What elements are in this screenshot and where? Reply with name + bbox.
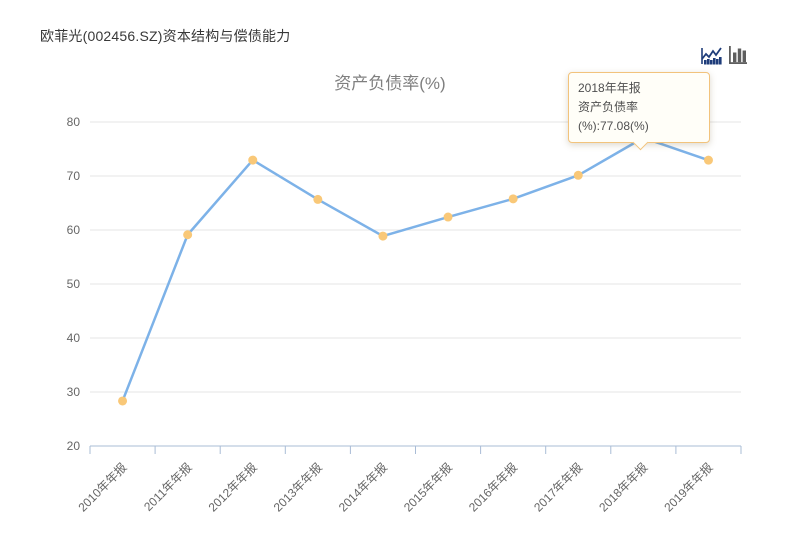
data-point[interactable] bbox=[573, 170, 583, 180]
data-point[interactable] bbox=[443, 212, 453, 222]
data-point[interactable] bbox=[248, 155, 258, 165]
y-tick-label: 50 bbox=[67, 277, 81, 291]
data-point[interactable] bbox=[183, 230, 193, 240]
data-point[interactable] bbox=[313, 194, 323, 204]
y-tick-label: 60 bbox=[67, 223, 81, 237]
x-tick-label: 2016年年报 bbox=[465, 460, 520, 515]
x-tick-label: 2012年年报 bbox=[205, 460, 260, 515]
page-title: 欧菲光(002456.SZ)资本结构与偿债能力 bbox=[40, 28, 291, 44]
x-tick-label: 2017年年报 bbox=[530, 460, 585, 515]
chart-type-toolbar bbox=[700, 45, 750, 65]
x-tick-label: 2014年年报 bbox=[335, 460, 390, 515]
chart-tooltip: 2018年年报 资产负债率(%):77.08(%) bbox=[568, 72, 710, 151]
data-point[interactable] bbox=[118, 396, 128, 406]
x-tick-label: 2011年年报 bbox=[140, 460, 194, 514]
x-tick-label: 2013年年报 bbox=[270, 460, 325, 515]
x-tick-label: 2010年年报 bbox=[75, 460, 130, 515]
y-tick-label: 20 bbox=[67, 439, 81, 453]
x-tick-label: 2019年年报 bbox=[661, 460, 716, 515]
y-tick-label: 40 bbox=[67, 331, 81, 345]
y-tick-label: 80 bbox=[67, 115, 81, 129]
tooltip-category: 2018年年报 bbox=[578, 81, 641, 95]
data-point[interactable] bbox=[703, 155, 713, 165]
y-tick-label: 30 bbox=[67, 385, 81, 399]
x-tick-label: 2015年年报 bbox=[400, 460, 455, 515]
chart-title: 资产负债率(%) bbox=[334, 74, 446, 93]
data-point[interactable] bbox=[508, 194, 518, 204]
line-chart-icon[interactable] bbox=[700, 45, 722, 65]
y-tick-label: 70 bbox=[67, 169, 81, 183]
data-point[interactable] bbox=[378, 231, 388, 241]
bar-chart-icon[interactable] bbox=[728, 45, 750, 65]
x-tick-label: 2018年年报 bbox=[596, 460, 651, 515]
tooltip-value: 资产负债率(%):77.08(%) bbox=[578, 100, 649, 133]
series-line bbox=[121, 136, 709, 402]
